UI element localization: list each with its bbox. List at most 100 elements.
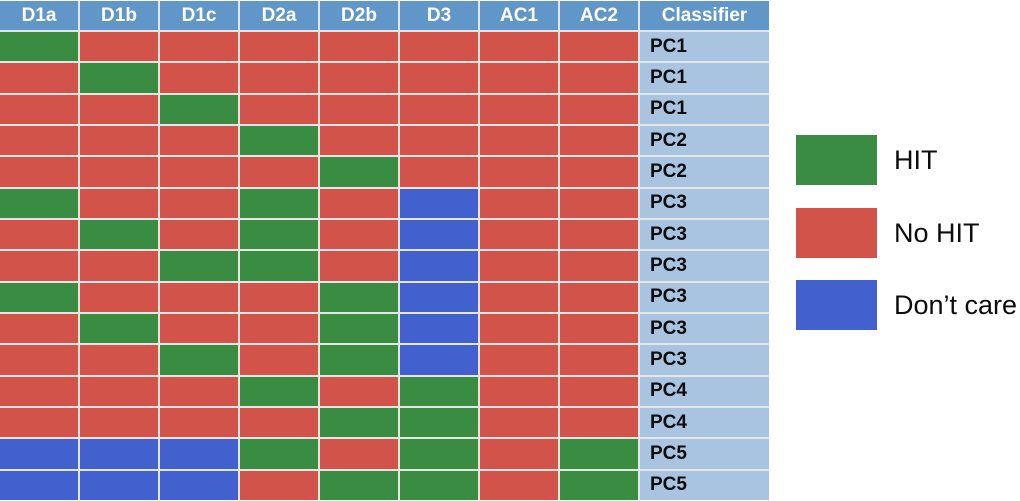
table-cell [560,408,638,438]
column-header-d3: D3 [400,1,478,30]
table-cell [80,188,158,218]
table-cell [320,126,398,156]
table-cell [560,32,638,62]
table-cell [240,314,318,344]
table-cell [480,345,558,375]
classifier-label: PC5 [640,439,769,469]
table-cell [80,220,158,250]
table-cell [480,408,558,438]
legend-item: No HIT [796,208,980,258]
table-cell [160,32,238,62]
table-cell [480,157,558,187]
table-cell [80,126,158,156]
table-cell [480,32,558,62]
table-cell [560,157,638,187]
table-cell [480,94,558,124]
table-cell [320,282,398,312]
table-cell [80,157,158,187]
classifier-label: PC1 [640,63,769,93]
table-cell [400,439,478,469]
table-cell [160,408,238,438]
legend-label: HIT [894,144,938,175]
table-cell [240,63,318,93]
legend-swatch [796,208,877,258]
table-cell [400,251,478,281]
table-cell [480,251,558,281]
table-cell [320,408,398,438]
table-cell [80,439,158,469]
table-cell [480,63,558,93]
table-cell [160,94,238,124]
table-cell [0,157,78,187]
table-cell [320,376,398,406]
classifier-label: PC3 [640,220,769,250]
table-cell [240,94,318,124]
legend-swatch [796,280,877,330]
table-cell [560,470,638,500]
table-cell [240,470,318,500]
table-cell [240,251,318,281]
legend-label: Don’t care [894,289,1018,320]
classifier-label: PC3 [640,314,769,344]
table-cell [320,94,398,124]
table-cell [240,157,318,187]
table-cell [240,408,318,438]
column-header-ac2: AC2 [560,1,638,30]
table-cell [400,94,478,124]
table-cell [80,408,158,438]
classifier-label: PC1 [640,32,769,62]
table-cell [240,220,318,250]
table-cell [320,470,398,500]
table-cell [0,126,78,156]
classifier-label: PC3 [640,251,769,281]
table-cell [0,314,78,344]
table-cell [400,220,478,250]
classifier-label: PC3 [640,282,769,312]
table-cell [560,94,638,124]
table-cell [160,470,238,500]
table-cell [560,282,638,312]
table-cell [400,470,478,500]
table-cell [80,94,158,124]
table-cell [400,345,478,375]
table-cell [480,188,558,218]
table-cell [0,188,78,218]
table-cell [480,220,558,250]
table-cell [320,345,398,375]
table-cell [160,220,238,250]
table-cell [400,188,478,218]
table-cell [240,126,318,156]
table-cell [240,345,318,375]
table-cell [560,251,638,281]
legend-item: Don’t care [796,280,1017,330]
classifier-label: PC3 [640,345,769,375]
table-cell [240,439,318,469]
table-cell [320,251,398,281]
table-cell [560,345,638,375]
column-header-d1c: D1c [160,1,238,30]
table-cell [0,220,78,250]
table-cell [480,282,558,312]
table-cell [0,32,78,62]
table-cell [400,32,478,62]
table-cell [400,314,478,344]
table-cell [560,63,638,93]
table-cell [400,63,478,93]
table-cell [240,282,318,312]
column-header-d2b: D2b [320,1,398,30]
legend-label: No HIT [894,217,980,248]
table-cell [560,126,638,156]
table-cell [160,314,238,344]
table-cell [80,251,158,281]
table-cell [0,251,78,281]
table-cell [400,126,478,156]
table-cell [0,94,78,124]
classifier-label: PC3 [640,188,769,218]
column-header-d1b: D1b [80,1,158,30]
table-cell [320,439,398,469]
table-cell [80,63,158,93]
table-cell [160,439,238,469]
table-cell [160,376,238,406]
table-cell [400,408,478,438]
classifier-label: PC2 [640,157,769,187]
